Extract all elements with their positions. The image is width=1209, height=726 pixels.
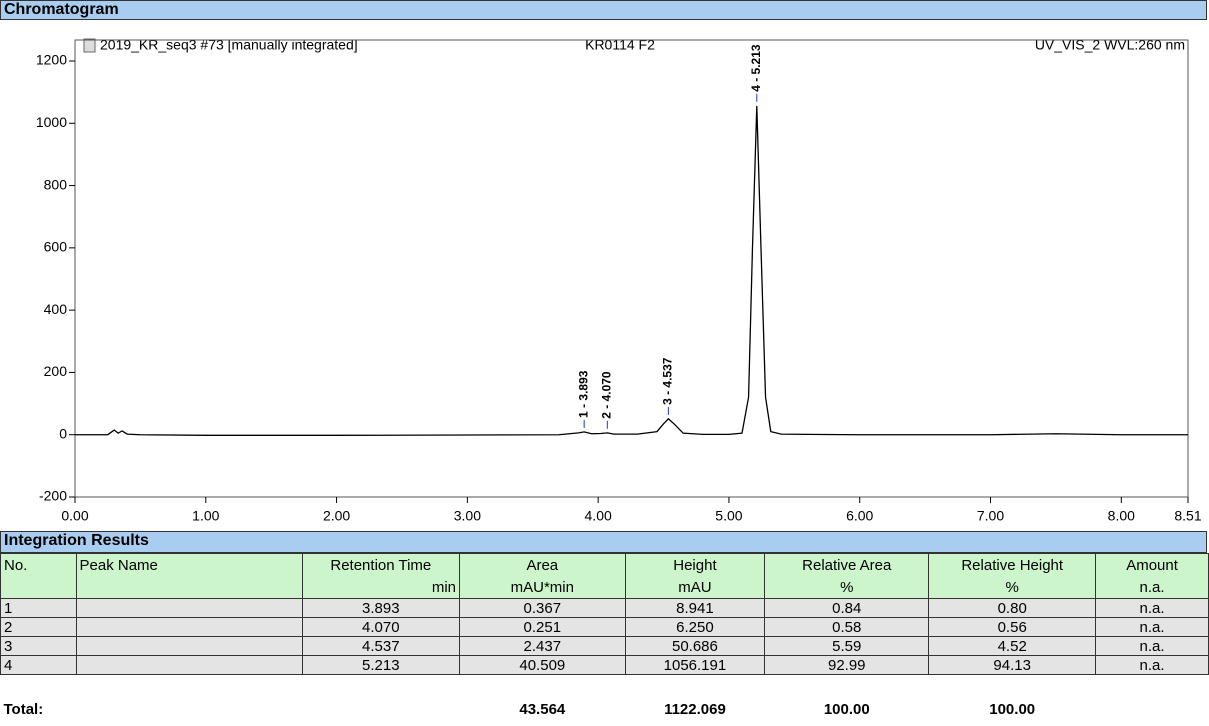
cell: n.a. xyxy=(1095,576,1209,599)
cell xyxy=(75,655,303,675)
cell: % xyxy=(764,576,930,599)
cell: min xyxy=(301,576,461,599)
cell: 2.437 xyxy=(459,636,626,656)
cell: 43.564 xyxy=(519,700,566,718)
cell: n.a. xyxy=(1095,655,1209,675)
row xyxy=(1,675,1209,698)
row: No. Peak Name Retention Time Area Height Rela… xyxy=(0,553,1209,576)
cell: 94.13 xyxy=(928,655,1097,675)
cell: 0.58 xyxy=(764,617,930,637)
peak-label: 4 - 5.213 xyxy=(749,44,763,92)
icon xyxy=(83,38,96,53)
x-tick-label: 5.00 xyxy=(715,508,742,524)
section-title: Chromatogram xyxy=(0,0,1207,20)
y-tick-label: 0 xyxy=(59,425,67,441)
x-tick-label: 8.00 xyxy=(1108,508,1135,524)
cell: 1122.069 xyxy=(664,700,726,718)
cell: Height xyxy=(624,553,766,576)
row: min mAU*min mAU%% n.a. xyxy=(0,576,1209,599)
cell: 0.80 xyxy=(928,598,1097,618)
cell: 4.537 xyxy=(301,636,461,656)
peak-label: 2 - 4.070 xyxy=(599,371,613,419)
header-center: KR0114 F2 xyxy=(585,37,655,53)
cell: Peak Name xyxy=(75,553,303,576)
cell: mAU*min xyxy=(459,576,626,599)
cell: 50.686 xyxy=(624,636,766,656)
cell: n.a. xyxy=(1095,598,1209,618)
cell: 4.070 xyxy=(301,617,461,637)
cell: 8.941 xyxy=(624,598,766,618)
peak-label: 1 - 3.893 xyxy=(576,370,590,418)
y-tick-label: -200 xyxy=(39,488,67,504)
cell xyxy=(75,636,303,656)
cell: 2 xyxy=(0,617,77,637)
cell: 0.84 xyxy=(764,598,930,618)
row: Total: 43.564 1122.069 100.00 100.00 xyxy=(1,697,1209,721)
header-left: 2019_KR_seq3 #73 [manually integrated] xyxy=(100,37,358,53)
row: 1 3.893 0.367 8.941 0.84 0.80 n.a. xyxy=(0,598,1209,618)
peak-label: 3 - 4.537 xyxy=(661,357,675,405)
cell: Area xyxy=(459,553,626,576)
x-tick-label: 0.00 xyxy=(61,508,88,524)
cell: 5.213 xyxy=(301,655,461,675)
header-right: UV_VIS_2 WVL:260 nm xyxy=(1035,37,1185,53)
cell: No. xyxy=(0,553,77,576)
x-tick-label: 6.00 xyxy=(846,508,873,524)
cell: 3 xyxy=(0,636,77,656)
cell: 40.509 xyxy=(459,655,626,675)
y-tick-label: 800 xyxy=(44,176,68,192)
cell: Relative Height xyxy=(928,553,1097,576)
cell: 4.52 xyxy=(928,636,1097,656)
cell: 6.250 xyxy=(624,617,766,637)
cell xyxy=(75,576,303,599)
x-tick-label: 1.00 xyxy=(192,508,219,524)
cell: 4 xyxy=(0,655,77,675)
x-tick-label: 8.51 xyxy=(1174,508,1201,524)
cell: 5.59 xyxy=(764,636,930,656)
row: 2 4.070 0.251 6.250 0.58 0.56 n.a. xyxy=(0,617,1209,637)
y-tick-label: 400 xyxy=(44,301,68,317)
row: 4 5.213 40.509 1056.191 92.99 94.13 n.a. xyxy=(0,655,1209,675)
cell xyxy=(0,576,77,599)
cell xyxy=(75,617,303,637)
x-tick-label: 4.00 xyxy=(585,508,612,524)
cell xyxy=(1,675,1209,698)
cell: Retention Time xyxy=(301,553,461,576)
cell: 0.251 xyxy=(459,617,626,637)
x-tick-label: 7.00 xyxy=(977,508,1004,524)
x-tick-label: 2.00 xyxy=(323,508,350,524)
y-tick-label: 600 xyxy=(44,239,68,255)
chart: 2019_KR_seq3 #73 [manually integrated] K… xyxy=(36,37,1202,524)
cell: mAU xyxy=(624,576,766,599)
cell: 1 xyxy=(0,598,77,618)
y-tick-label: 1200 xyxy=(36,52,67,68)
cell: 3.893 xyxy=(301,598,461,618)
trace xyxy=(75,105,1188,436)
cell xyxy=(1096,697,1209,721)
results-table: No. Peak Name Retention Time Area Height Rela… xyxy=(0,553,1209,721)
cell xyxy=(75,598,303,618)
cell: n.a. xyxy=(1095,636,1209,656)
cell: 100.00 xyxy=(823,700,870,718)
cell: 1056.191 xyxy=(624,655,766,675)
row: 3 4.537 2.437 50.686 5.59 4.52 n.a. xyxy=(0,636,1209,656)
y-tick-label: 1000 xyxy=(36,114,67,130)
x-tick-label: 3.00 xyxy=(454,508,481,524)
cell: 0.56 xyxy=(928,617,1097,637)
cell: n.a. xyxy=(1095,617,1209,637)
cell: Relative Area xyxy=(764,553,930,576)
cell: 0.367 xyxy=(459,598,626,618)
cell: Amount xyxy=(1095,553,1209,576)
y-tick-label: 200 xyxy=(44,363,68,379)
plot-frame xyxy=(74,39,1189,498)
cell: 92.99 xyxy=(764,655,930,675)
cell: Total: xyxy=(3,700,44,718)
table-title: Integration Results xyxy=(0,531,1207,553)
cell: % xyxy=(928,576,1097,599)
cell: 100.00 xyxy=(989,700,1036,718)
